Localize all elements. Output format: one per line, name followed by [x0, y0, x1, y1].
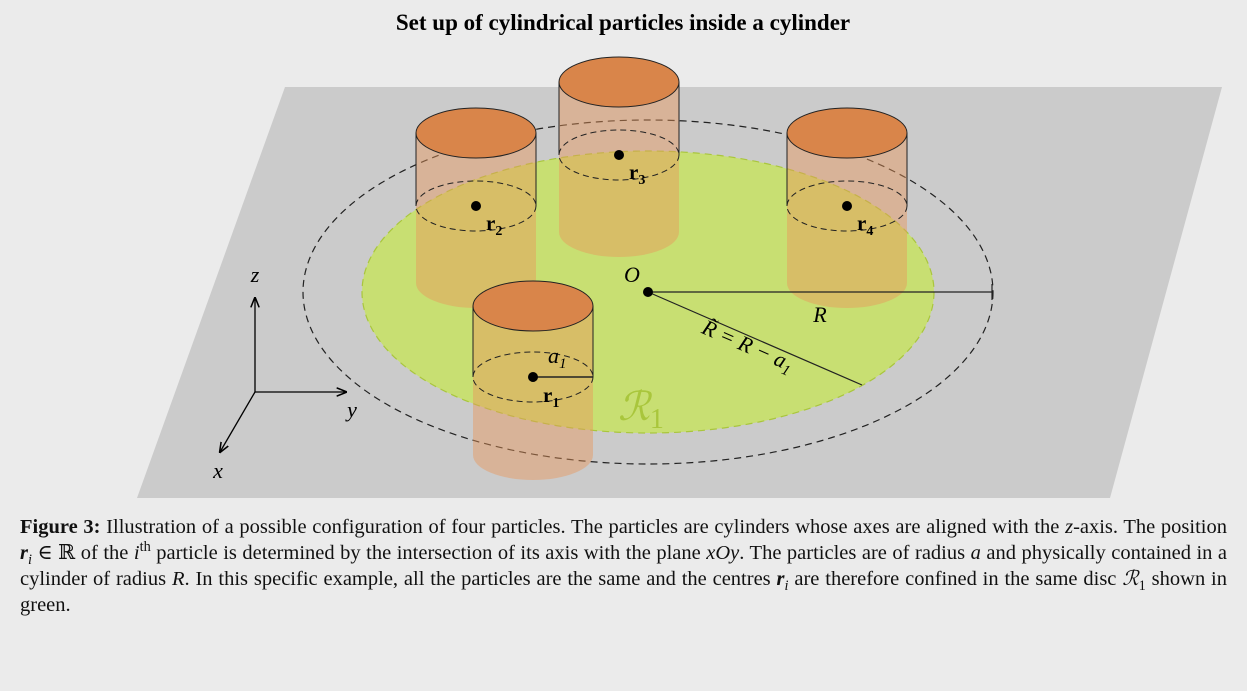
x-axis: [220, 391, 256, 452]
label-sub: 1: [559, 356, 567, 372]
label-sub: 1: [552, 396, 559, 411]
caption-text: particle is determined by the intersecti…: [150, 542, 707, 564]
label-text: r: [486, 211, 495, 235]
centre-dot: [471, 201, 481, 211]
origin-dot: [643, 287, 653, 297]
math: i: [133, 542, 140, 564]
x-axis-label: x: [212, 458, 223, 483]
particle-label: r2: [486, 211, 502, 239]
region-label: ℛ1: [618, 384, 664, 435]
math: R: [171, 568, 185, 590]
particle-label: r4: [857, 211, 873, 239]
centre-dot: [614, 150, 624, 160]
label-text: r: [629, 160, 638, 184]
radius-label: R: [812, 302, 827, 327]
centre-dot: [528, 372, 538, 382]
math: z: [1065, 516, 1074, 538]
caption-label: Figure 3:: [20, 516, 101, 538]
particle-3: [558, 56, 680, 257]
math-sub: i: [27, 552, 32, 569]
particle-label: r3: [629, 160, 645, 188]
label-sub: 1: [650, 404, 664, 435]
caption-text: shown in green.: [20, 568, 1227, 616]
z-axis-label: z: [250, 262, 260, 287]
radius-a1-label: a1: [548, 343, 567, 372]
y-axis-label: y: [345, 397, 357, 422]
math-sub: i: [784, 578, 789, 595]
particle-4: [786, 107, 908, 308]
math: xOy: [706, 542, 740, 564]
math: a: [970, 542, 981, 564]
caption-text: ∈ ℝ of the: [31, 542, 134, 564]
label-text: r: [543, 383, 552, 407]
caption: Figure 3: Illustration of a possible con…: [20, 514, 1227, 618]
math-sub: 1: [1138, 578, 1146, 595]
outer-cylinder: [302, 119, 994, 465]
label-sub: 2: [495, 224, 502, 239]
label-sub: 3: [638, 173, 645, 188]
caption-text: . The particles are of radius: [739, 542, 971, 564]
math: ℛ: [1122, 568, 1139, 590]
title: Set up of cylindrical particles inside a…: [396, 10, 850, 35]
math-sup: th: [139, 539, 151, 556]
particle-1: [472, 280, 594, 480]
reduced-radius-line: [647, 291, 863, 386]
math: r: [776, 568, 785, 590]
caption-text: -axis. The position: [1073, 516, 1227, 538]
caption-text: are therefore confined in the same disc: [788, 568, 1123, 590]
centre-dot: [842, 201, 852, 211]
label-text: ℛ: [618, 384, 653, 429]
particle-2: [415, 107, 537, 308]
label-text: r: [857, 211, 866, 235]
particle-label: r1: [543, 383, 559, 411]
caption-text: and physically contained in a cylinder o…: [20, 542, 1228, 590]
math: r: [20, 542, 28, 564]
origin-label: O: [624, 262, 640, 287]
caption-text: Illustration of a possible configuration…: [100, 516, 1066, 538]
label-sub: 4: [866, 224, 873, 239]
caption-text: . In this specific example, all the part…: [184, 568, 777, 590]
label-text: a: [548, 343, 559, 368]
diagram: Set up of cylindrical particles inside a…: [137, 10, 1222, 498]
